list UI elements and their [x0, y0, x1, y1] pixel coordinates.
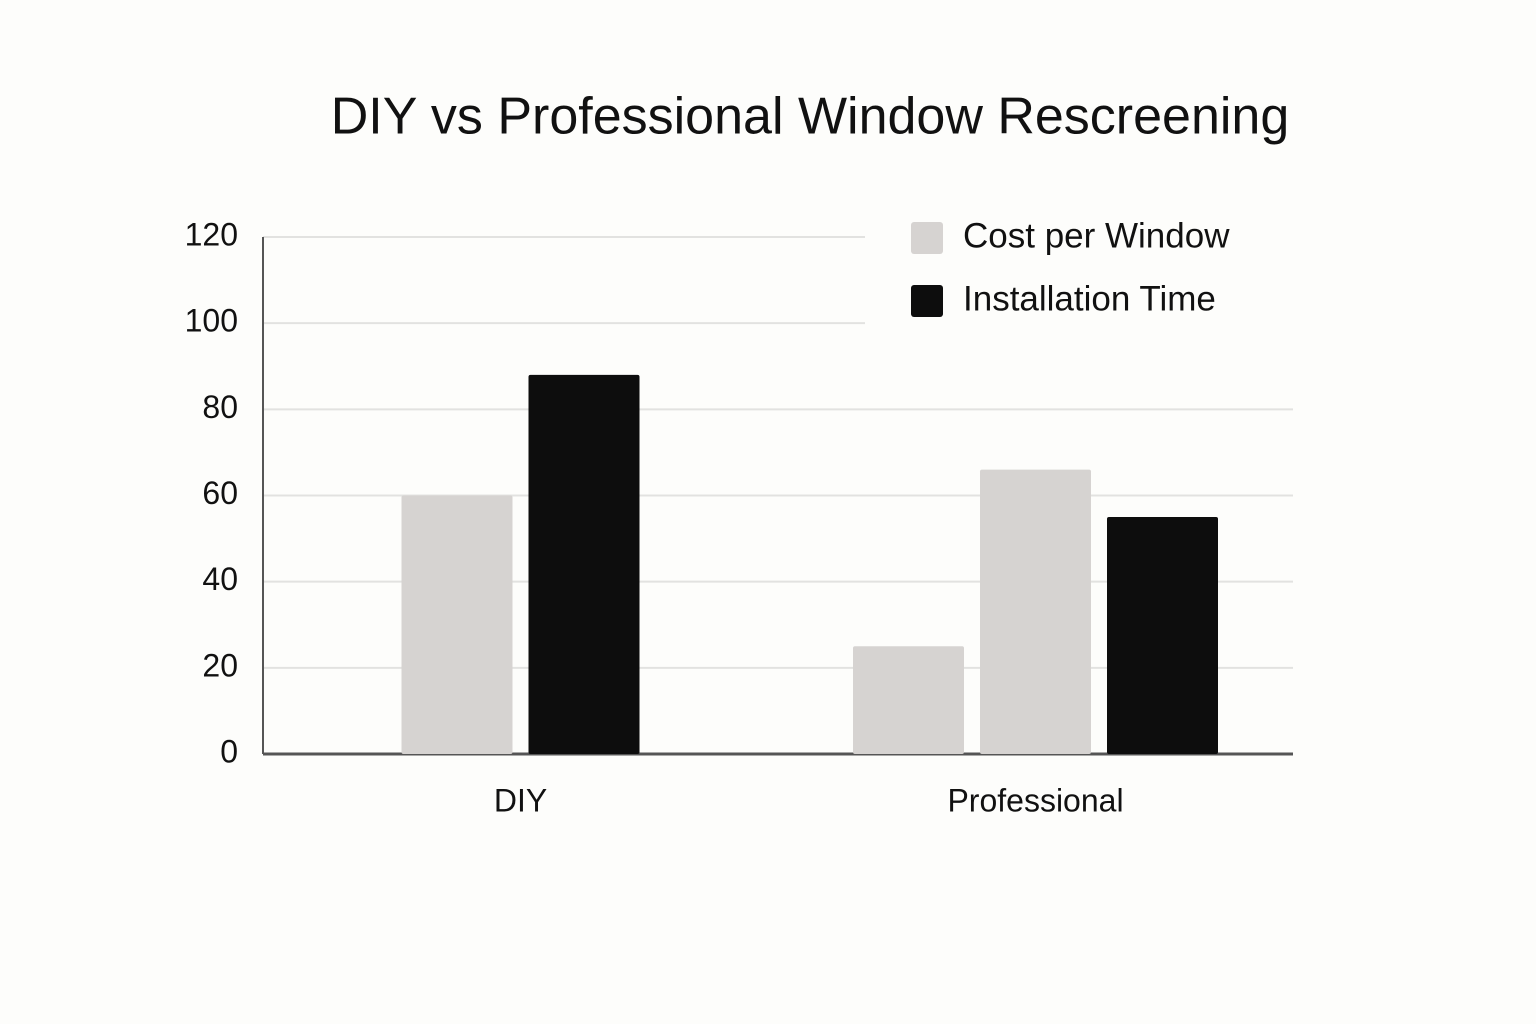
- y-tick-label: 0: [220, 733, 238, 769]
- legend-label: Installation Time: [963, 279, 1216, 318]
- y-tick-label: 20: [202, 647, 238, 683]
- chart-title: DIY vs Professional Window Rescreening: [331, 88, 1290, 146]
- y-tick-label: 80: [202, 389, 238, 425]
- bar: [528, 374, 640, 754]
- bar: [853, 646, 964, 754]
- legend-swatch: [911, 222, 943, 254]
- x-tick-label: Professional: [947, 782, 1123, 818]
- y-tick-label: 100: [185, 303, 238, 339]
- legend-swatch: [911, 285, 943, 317]
- bar: [1107, 517, 1218, 754]
- legend-label: Cost per Window: [963, 216, 1230, 255]
- y-tick-label: 120: [185, 216, 238, 252]
- bar: [401, 495, 513, 754]
- x-tick-label: DIY: [494, 782, 547, 818]
- y-tick-label: 40: [202, 561, 238, 597]
- bar: [980, 469, 1091, 754]
- y-tick-label: 60: [202, 475, 238, 511]
